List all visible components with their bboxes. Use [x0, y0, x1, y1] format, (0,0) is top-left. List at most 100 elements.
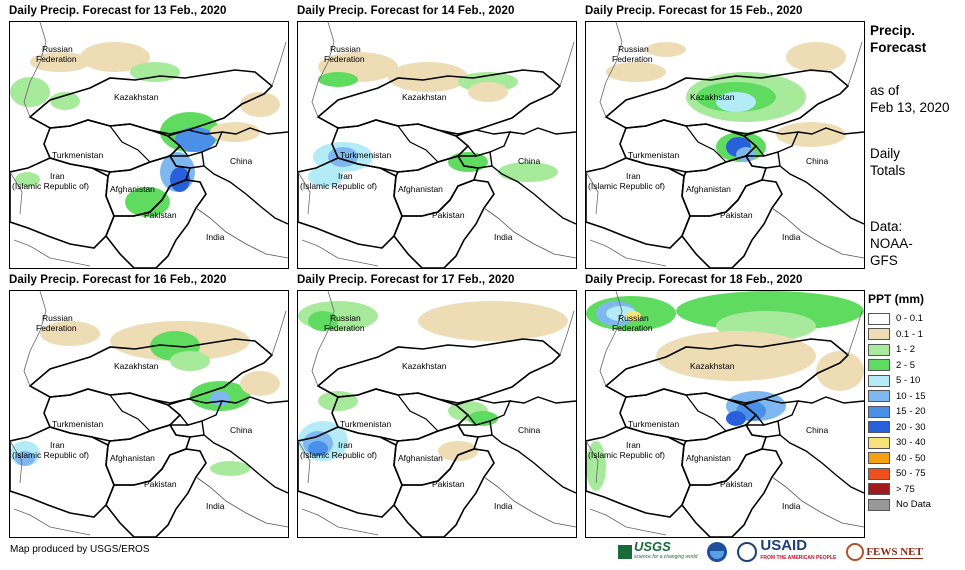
usgs-text: USGS: [634, 539, 671, 554]
label-turkmenistan: Turkmenistan: [628, 419, 679, 429]
map-frame: Russian Federation Kazakhstan Turkmenist…: [9, 290, 289, 538]
legend-label: No Data: [896, 499, 931, 511]
label-iran-2: (Islamic Republic of): [12, 450, 89, 460]
legend-item: No Data: [868, 497, 963, 513]
precip-patch: [40, 321, 100, 346]
label-turkmenistan: Turkmenistan: [52, 419, 103, 429]
precip-patch: [438, 441, 478, 461]
label-china: China: [806, 156, 828, 166]
label-russia-1: Russian: [618, 44, 649, 54]
usgs-tagline: science for a changing world: [634, 554, 698, 560]
label-iran-2: (Islamic Republic of): [588, 181, 665, 191]
label-turkmenistan: Turkmenistan: [340, 150, 391, 160]
label-iran-1: Iran: [338, 171, 353, 181]
label-kazakhstan: Kazakhstan: [402, 92, 447, 102]
side-asof-line1: as of: [870, 83, 900, 98]
label-russia-1: Russian: [42, 313, 73, 323]
legend-label: 10 - 15: [896, 390, 926, 402]
label-kazakhstan: Kazakhstan: [114, 361, 159, 371]
label-pakistan: Pakistan: [432, 210, 465, 220]
legend-item: 10 - 15: [868, 389, 963, 405]
precip-patch: [240, 92, 280, 117]
legend-label: 0 - 0.1: [896, 313, 923, 325]
label-afghanistan: Afghanistan: [398, 453, 443, 463]
usaid-seal-icon: [737, 542, 758, 562]
label-afghanistan: Afghanistan: [110, 453, 155, 463]
map-svg: Russian Federation Kazakhstan Turkmenist…: [10, 291, 288, 537]
side-data-line2: NOAA-: [870, 236, 913, 251]
precip-patch: [318, 72, 358, 87]
legend-label: 0.1 - 1: [896, 328, 923, 340]
legend-item: 2 - 5: [868, 358, 963, 374]
precip-patch: [210, 391, 230, 406]
legend-swatch: [868, 359, 890, 372]
label-russia-2: Federation: [324, 323, 365, 333]
legend-swatch: [868, 343, 890, 356]
label-russia-1: Russian: [618, 313, 649, 323]
side-title-line2: Forecast: [870, 40, 927, 55]
precip-patch: [170, 351, 210, 371]
map-svg: Russian Federation Kazakhstan Turkmenist…: [10, 22, 288, 268]
noaa-logo: [707, 542, 728, 562]
legend-swatch: [868, 374, 890, 387]
precip-patch: [15, 172, 40, 187]
side-data-source: Data: NOAA- GFS: [870, 218, 913, 269]
label-russia-1: Russian: [42, 44, 73, 54]
label-india: India: [782, 501, 801, 511]
legend-swatch: [868, 405, 890, 418]
legend-swatch: [868, 421, 890, 434]
label-russia-1: Russian: [330, 44, 361, 54]
label-pakistan: Pakistan: [144, 210, 177, 220]
precip-patch: [586, 441, 606, 491]
label-iran-1: Iran: [338, 440, 353, 450]
label-iran-1: Iran: [50, 440, 65, 450]
precip-patch: [308, 167, 343, 187]
precip-patch: [308, 441, 328, 456]
label-iran-1: Iran: [626, 440, 641, 450]
side-data-line3: GFS: [870, 253, 898, 268]
precip-patch: [606, 62, 666, 82]
label-russia-2: Federation: [36, 323, 77, 333]
legend-item: > 75: [868, 482, 963, 498]
label-china: China: [230, 156, 252, 166]
label-pakistan: Pakistan: [720, 210, 753, 220]
map-frame: Russian Federation Kazakhstan Turkmenist…: [585, 21, 865, 269]
legend-swatch: [868, 328, 890, 341]
label-russia-2: Federation: [324, 54, 365, 64]
partner-logos: USGS science for a changing world USAID …: [618, 538, 933, 566]
legend-label: 40 - 50: [896, 452, 926, 464]
legend-swatch: [868, 390, 890, 403]
label-pakistan: Pakistan: [720, 479, 753, 489]
label-india: India: [782, 232, 801, 242]
panel-title: Daily Precip. Forecast for 17 Feb., 2020: [297, 274, 515, 286]
legend-item: 40 - 50: [868, 451, 963, 467]
noaa-icon: [707, 542, 728, 562]
precip-patch: [498, 162, 558, 182]
precip-patch: [468, 411, 498, 426]
precip-patch: [240, 371, 280, 396]
map-frame: Russian Federation Kazakhstan Turkmenist…: [9, 21, 289, 269]
legend-items: 0 - 0.1 0.1 - 1 1 - 2 2 - 5 5 - 10 10 - 15 15 …: [868, 311, 963, 513]
map-svg: Russian Federation Kazakhstan Turkmenist…: [586, 291, 864, 537]
usaid-tagline: FROM THE AMERICAN PEOPLE: [760, 555, 837, 561]
precip-patch: [10, 77, 50, 107]
label-kazakhstan: Kazakhstan: [690, 92, 735, 102]
fewsnet-icon: [846, 543, 865, 561]
side-title-line1: Precip.: [870, 23, 916, 38]
label-turkmenistan: Turkmenistan: [52, 150, 103, 160]
legend-label: 5 - 10: [896, 375, 921, 387]
usgs-icon: [618, 545, 632, 559]
panel-title: Daily Precip. Forecast for 16 Feb., 2020: [9, 274, 227, 286]
label-afghanistan: Afghanistan: [110, 184, 155, 194]
label-turkmenistan: Turkmenistan: [628, 150, 679, 160]
precip-patch: [816, 351, 864, 391]
side-title: Precip. Forecast: [870, 22, 926, 56]
label-china: China: [518, 425, 540, 435]
label-iran-1: Iran: [626, 171, 641, 181]
legend-label: 30 - 40: [896, 437, 926, 449]
legend-swatch: [868, 498, 890, 511]
panel-title: Daily Precip. Forecast for 18 Feb., 2020: [585, 274, 803, 286]
precip-patch: [125, 187, 170, 217]
usgs-logo: USGS science for a changing world: [618, 539, 698, 562]
legend-label: 50 - 75: [896, 468, 926, 480]
